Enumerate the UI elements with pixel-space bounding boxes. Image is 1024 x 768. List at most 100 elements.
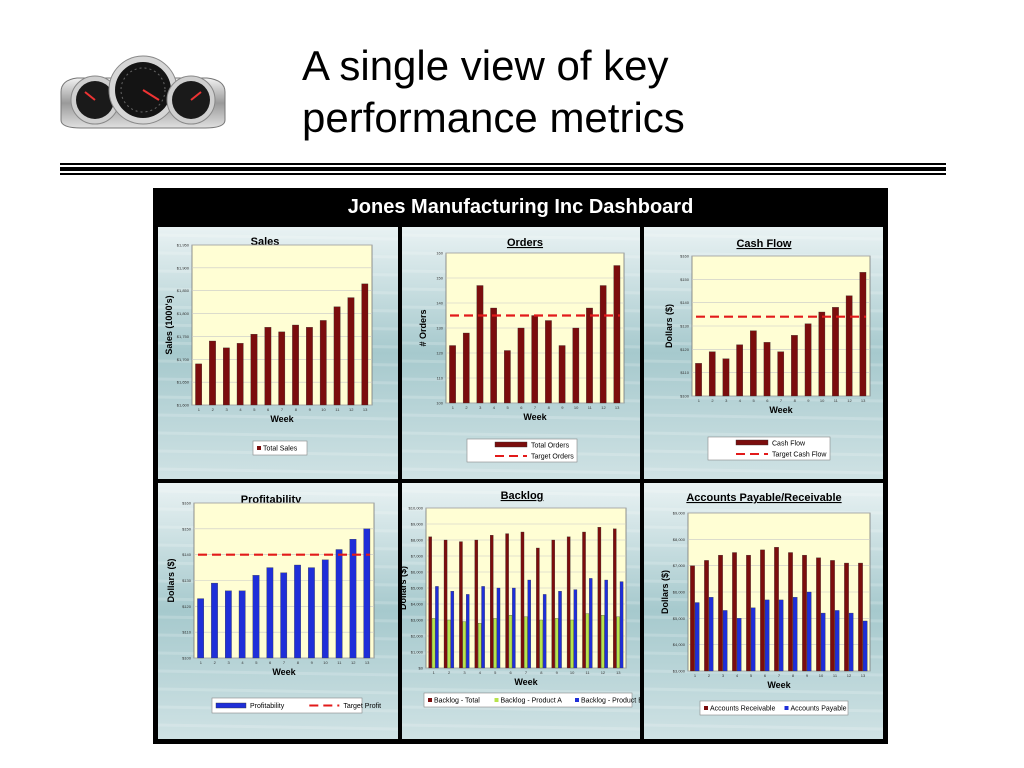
cashflow-bar-cash-flow <box>791 335 798 397</box>
backlog-y-tick-label: $0 <box>419 666 424 671</box>
profitability-bar-profitability <box>266 567 274 659</box>
profitability-bar-profitability <box>321 559 329 659</box>
backlog-bar-backlog-product-a <box>493 618 497 669</box>
orders-x-tick-label: 10 <box>574 405 579 410</box>
sales-x-tick-label: 2 <box>212 407 215 412</box>
cashflow-bar-cash-flow <box>832 307 839 397</box>
backlog-y-axis-label: Dollars ($) <box>402 566 408 610</box>
backlog-y-tick-label: $6,000 <box>411 570 424 575</box>
backlog-bar-backlog-product-b <box>450 591 455 669</box>
sales-y-tick-label: $1,650 <box>177 380 190 385</box>
profitability-bar-profitability <box>335 549 343 659</box>
backlog-y-tick-label: $2,000 <box>411 634 424 639</box>
backlog-texture-line <box>402 489 640 497</box>
backlog-x-tick-label: 3 <box>463 670 466 675</box>
profitability-x-tick-label: 8 <box>297 660 300 665</box>
apar-x-tick-label: 12 <box>847 673 852 678</box>
orders-texture-line <box>402 467 640 475</box>
sales-x-tick-label: 11 <box>335 407 340 412</box>
orders-x-tick-label: 2 <box>465 405 468 410</box>
sales-bar-total-sales <box>306 327 313 406</box>
cashflow-x-axis-label: Week <box>769 405 793 415</box>
apar-texture-line <box>644 669 883 677</box>
backlog-x-tick-label: 12 <box>601 670 606 675</box>
backlog-x-tick-label: 10 <box>570 670 575 675</box>
cashflow-y-tick-label: $120 <box>680 347 690 352</box>
sales-texture-line <box>158 431 398 439</box>
cashflow-x-tick-label: 8 <box>794 398 797 403</box>
backlog-x-tick-label: 4 <box>479 670 482 675</box>
orders-x-tick-label: 12 <box>601 405 606 410</box>
orders-y-tick-label: 110 <box>437 376 444 381</box>
cashflow-x-tick-label: 4 <box>739 398 742 403</box>
slide-title-line-2: performance metrics <box>302 94 685 141</box>
orders-bar-total-orders <box>545 320 552 404</box>
sales-bar-total-sales <box>319 320 327 406</box>
sales-texture-line <box>158 467 398 475</box>
cashflow-x-tick-label: 11 <box>834 398 839 403</box>
sales-x-tick-label: 9 <box>309 407 312 412</box>
backlog-bar-backlog-product-a <box>570 619 574 669</box>
apar-bar-accounts-payable <box>806 591 812 672</box>
backlog-bar-backlog-product-b <box>604 579 608 669</box>
apar-bar-accounts-payable <box>722 610 728 672</box>
sales-bar-total-sales <box>209 340 216 406</box>
orders-texture-line <box>402 431 640 439</box>
sales-x-tick-label: 5 <box>253 407 256 412</box>
apar-legend-label: Accounts Payable <box>791 706 847 713</box>
backlog-bar-backlog-product-b <box>496 587 501 669</box>
backlog-bar-backlog-product-a <box>554 618 559 669</box>
apar-x-tick-label: 7 <box>778 673 781 678</box>
apar-bar-accounts-receivable <box>746 554 751 672</box>
cashflow-x-tick-label: 13 <box>861 398 866 403</box>
sales-y-tick-label: $1,700 <box>177 357 190 362</box>
apar-legend-swatch <box>784 706 789 710</box>
backlog-bar-backlog-total <box>490 535 494 669</box>
cashflow-y-tick-label: $130 <box>680 324 690 329</box>
title-divider-middle <box>60 167 946 171</box>
apar-legend-box <box>699 700 849 716</box>
backlog-bar-backlog-product-b <box>481 586 485 669</box>
backlog-x-axis-label: Week <box>514 677 538 687</box>
cashflow-texture-line <box>644 395 883 403</box>
profitability-texture-line <box>158 687 398 695</box>
orders-x-tick-label: 7 <box>534 405 537 410</box>
sales-x-tick-label: 1 <box>198 407 201 412</box>
apar-x-tick-label: 10 <box>819 673 824 678</box>
apar-texture-line <box>644 507 883 515</box>
cashflow-bar-cash-flow <box>859 272 867 397</box>
backlog-bar-backlog-total <box>459 541 463 669</box>
cashflow-bar-cash-flow <box>845 295 853 397</box>
orders-bar-total-orders <box>572 327 580 404</box>
dashboard-gauges-logo <box>55 52 230 134</box>
cashflow-texture-line <box>644 233 883 241</box>
apar-y-axis-label: Dollars ($) <box>660 570 670 614</box>
sales-chart: Sales$1,600$1,650$1,700$1,750$1,800$1,85… <box>158 227 398 479</box>
cashflow-legend-label: Target Cash Flow <box>772 452 827 459</box>
profitability-x-axis-label: Week <box>272 667 296 677</box>
orders-x-tick-label: 1 <box>452 405 455 410</box>
dashboard-title: Jones Manufacturing Inc Dashboard <box>347 196 694 218</box>
backlog-x-tick-label: 7 <box>525 670 528 675</box>
sales-x-tick-label: 12 <box>349 407 354 412</box>
backlog-bar-backlog-total <box>566 536 571 669</box>
apar-bar-accounts-receivable <box>760 549 765 672</box>
sales-legend-label: Total Sales <box>263 446 298 453</box>
apar-bar-accounts-receivable <box>690 565 695 672</box>
orders-texture-line <box>402 413 640 421</box>
orders-x-tick-label: 8 <box>548 405 551 410</box>
backlog-bar-backlog-product-b <box>435 586 439 669</box>
backlog-bar-backlog-product-b <box>619 581 624 669</box>
orders-y-axis-label: # Orders <box>418 309 428 346</box>
apar-panel: Accounts Payable/Receivable $3,000 $4,000 $… <box>644 483 883 739</box>
orders-x-axis-label: Week <box>523 412 547 422</box>
cashflow-x-tick-label: 7 <box>780 398 783 403</box>
sales-bar-total-sales <box>264 327 272 406</box>
backlog-bar-backlog-product-a <box>524 616 528 669</box>
backlog-y-tick-label: $9,000 <box>411 522 424 527</box>
apar-x-tick-label: 13 <box>861 673 866 678</box>
apar-texture-line <box>644 687 883 695</box>
backlog-y-tick-label: $4,000 <box>411 602 424 607</box>
